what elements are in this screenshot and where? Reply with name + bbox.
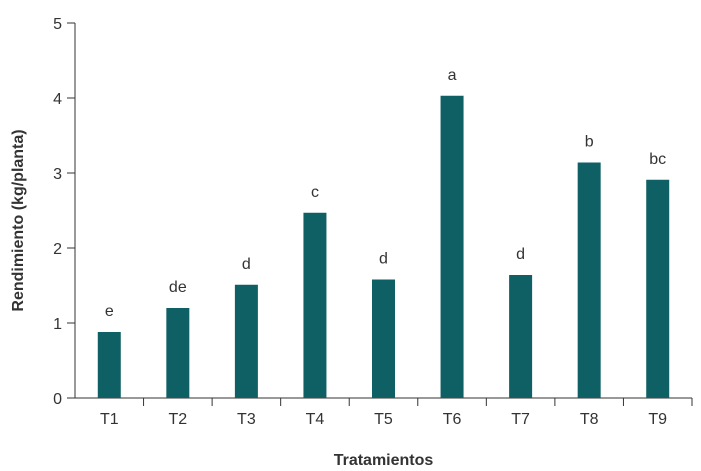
x-tick-label: T5 bbox=[374, 411, 393, 428]
bar-t9 bbox=[646, 179, 670, 398]
x-axis: T1 T2 T3 T4 T5 T6 T7 T8 T9 bbox=[75, 397, 693, 428]
bar-t6 bbox=[440, 95, 464, 398]
y-axis: 0 1 2 3 4 5 bbox=[53, 16, 76, 408]
bar-t1 bbox=[97, 332, 121, 398]
y-tick-label: 5 bbox=[53, 16, 62, 33]
y-tick-label: 2 bbox=[53, 241, 62, 258]
data-label-t2: de bbox=[169, 279, 187, 296]
y-tick-label: 1 bbox=[53, 316, 62, 333]
bar-t4 bbox=[303, 212, 327, 398]
x-tick-label: T4 bbox=[306, 411, 325, 428]
data-labels: e de d c d a d b bc bbox=[105, 67, 666, 320]
data-label-t3: d bbox=[242, 256, 251, 273]
x-tick-label: T1 bbox=[100, 411, 119, 428]
bar-t3 bbox=[234, 284, 258, 398]
bar-t7 bbox=[509, 275, 533, 398]
data-label-t6: a bbox=[448, 67, 457, 84]
x-axis-title: Tratamientos bbox=[334, 452, 434, 469]
x-tick-label: T8 bbox=[580, 411, 599, 428]
y-ticks: 0 1 2 3 4 5 bbox=[53, 16, 75, 408]
y-tick-label: 0 bbox=[53, 391, 62, 408]
x-tick-label: T3 bbox=[237, 411, 256, 428]
y-tick-label: 3 bbox=[53, 166, 62, 183]
bars bbox=[97, 95, 670, 398]
data-label-t9: bc bbox=[649, 151, 666, 168]
data-label-t8: b bbox=[585, 134, 594, 151]
data-label-t1: e bbox=[105, 303, 114, 320]
bar-t5 bbox=[372, 279, 395, 398]
data-label-t5: d bbox=[379, 251, 388, 268]
bar-t2 bbox=[166, 308, 190, 398]
data-label-t7: d bbox=[516, 246, 525, 263]
x-tick-label: T2 bbox=[168, 411, 187, 428]
bar-t8 bbox=[577, 162, 601, 398]
y-tick-label: 4 bbox=[53, 91, 62, 108]
data-label-t4: c bbox=[311, 184, 319, 201]
x-tick-label: T7 bbox=[511, 411, 530, 428]
x-ticks: T1 T2 T3 T4 T5 T6 T7 T8 T9 bbox=[100, 398, 693, 428]
y-axis-title: Rendimiento (kg/planta) bbox=[10, 129, 27, 311]
x-tick-label: T6 bbox=[443, 411, 462, 428]
x-tick-label: T9 bbox=[648, 411, 667, 428]
